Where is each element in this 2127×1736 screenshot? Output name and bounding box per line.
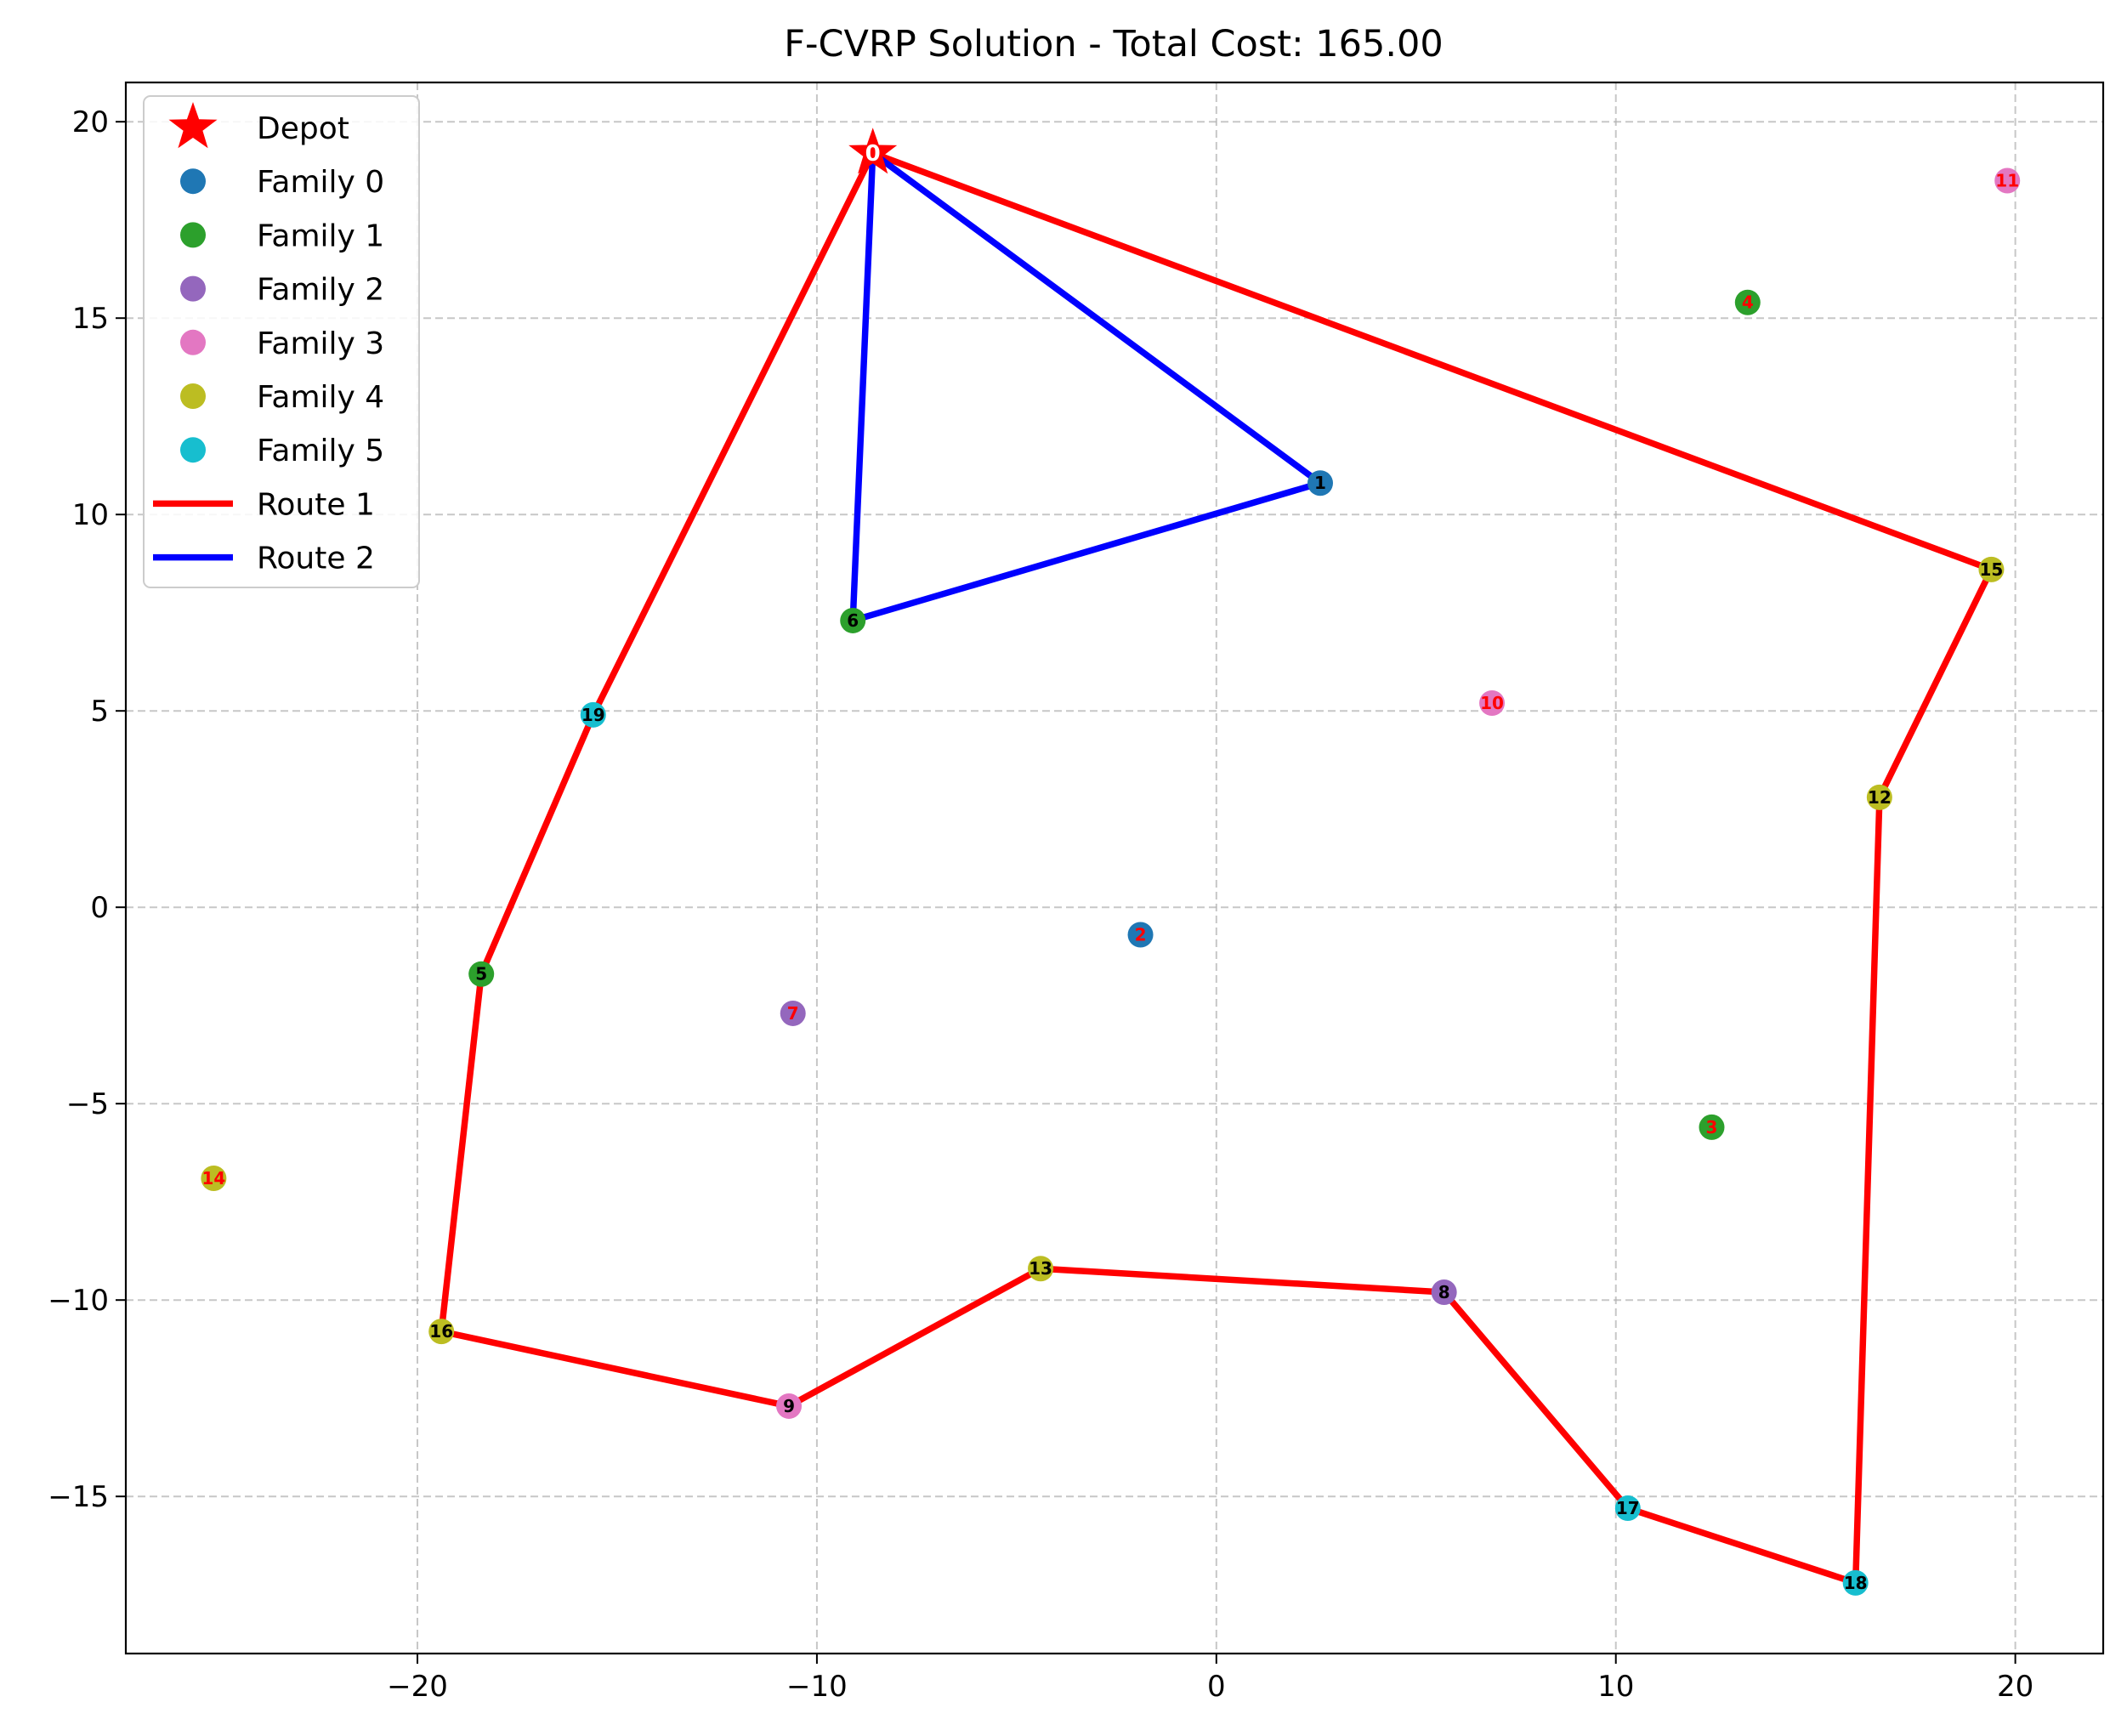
node-label-19: 19: [581, 705, 605, 725]
customer-node-12: [1866, 784, 1892, 810]
legend-label: Route 1: [257, 487, 375, 522]
y-tick-label: 20: [72, 105, 109, 139]
node-label-3: 3: [1706, 1117, 1718, 1137]
customer-node-6: [840, 607, 866, 633]
node-label-4: 4: [1742, 292, 1754, 313]
node-label-8: 8: [1438, 1282, 1450, 1302]
legend-family-marker: [180, 383, 206, 409]
plot-frame: [124, 81, 2105, 1655]
node-label-10: 10: [1480, 693, 1504, 713]
customer-node-17: [1614, 1495, 1641, 1522]
customer-node-13: [1028, 1256, 1054, 1282]
node-label-18: 18: [1844, 1573, 1868, 1593]
node-label-1: 1: [1314, 473, 1326, 493]
y-tick-label: −5: [66, 1087, 109, 1121]
customer-node-4: [1734, 289, 1761, 315]
node-label-7: 7: [787, 1003, 799, 1024]
node-label-5: 5: [475, 964, 487, 984]
grid-lines: [126, 82, 2103, 1654]
y-tick-label: 15: [72, 302, 109, 336]
route-1-line: [438, 150, 1996, 1587]
node-label-16: 16: [429, 1321, 453, 1342]
customer-node-5: [468, 961, 495, 987]
route-lines: [438, 150, 1996, 1587]
customer-node-3: [1699, 1114, 1725, 1140]
legend-label: Family 5: [257, 434, 384, 468]
legend-family-marker: [180, 275, 206, 302]
legend-box: [143, 95, 420, 588]
y-tick-label: −10: [48, 1284, 109, 1318]
legend-depot-marker: [168, 102, 218, 149]
node-label-2: 2: [1135, 925, 1147, 945]
node-label-13: 13: [1029, 1258, 1052, 1279]
legend-label: Family 3: [257, 326, 384, 361]
customer-node-15: [1978, 556, 2005, 582]
legend-label: Family 4: [257, 380, 384, 415]
legend-family-marker: [180, 168, 206, 195]
customer-node-11: [1994, 167, 2021, 194]
customer-node-2: [1127, 922, 1154, 948]
node-label-17: 17: [1616, 1498, 1640, 1518]
chart-title: F-CVRP Solution - Total Cost: 165.00: [784, 23, 1444, 65]
x-tick-label: −20: [387, 1670, 448, 1704]
customer-node-16: [428, 1319, 455, 1345]
customer-node-7: [780, 1000, 806, 1026]
x-tick-label: −10: [786, 1670, 848, 1704]
customer-node-14: [201, 1165, 227, 1191]
legend: Depot Family 0 Family 1 Family 2 Family 3 Fam…: [143, 95, 420, 588]
legend-label: Family 1: [257, 218, 384, 253]
y-tick-label: 0: [90, 891, 109, 925]
y-tick-label: 5: [90, 695, 109, 729]
x-tick-label: 0: [1207, 1670, 1226, 1704]
legend-label: Depot: [257, 111, 349, 146]
legend-label: Family 0: [257, 165, 384, 200]
customer-node-19: [580, 701, 606, 728]
route-2-line: [849, 150, 1328, 625]
x-tick-label: 20: [1997, 1670, 2033, 1704]
node-label-15: 15: [1980, 559, 2004, 580]
customer-node-9: [776, 1393, 803, 1419]
legend-family-marker: [180, 222, 206, 248]
legend-family-marker: [180, 329, 206, 355]
customer-node-1: [1307, 470, 1333, 496]
y-tick-label: −15: [48, 1480, 109, 1514]
customer-node-10: [1479, 689, 1506, 716]
depot-label: 0: [865, 141, 881, 167]
node-label-11: 11: [1995, 171, 2019, 191]
node-label-14: 14: [201, 1168, 225, 1189]
node-label-9: 9: [783, 1396, 795, 1416]
legend-label: Route 2: [257, 542, 375, 576]
customer-node-18: [1842, 1569, 1869, 1596]
customer-node-8: [1431, 1279, 1457, 1305]
node-label-6: 6: [847, 610, 859, 631]
depot-marker: [848, 128, 898, 174]
x-tick-label: 10: [1597, 1670, 1634, 1704]
node-label-12: 12: [1868, 787, 1892, 808]
y-tick-label: 10: [72, 498, 109, 532]
legend-label: Family 2: [257, 273, 384, 308]
legend-family-marker: [180, 437, 206, 463]
